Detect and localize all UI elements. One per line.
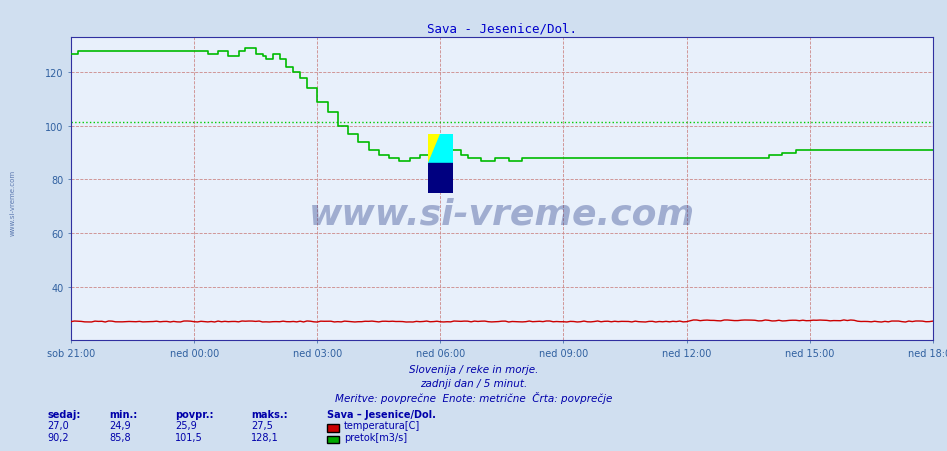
Text: 90,2: 90,2 bbox=[47, 432, 69, 442]
Text: 24,9: 24,9 bbox=[109, 420, 131, 430]
Polygon shape bbox=[428, 135, 453, 164]
Text: povpr.:: povpr.: bbox=[175, 409, 214, 419]
Text: www.si-vreme.com: www.si-vreme.com bbox=[309, 197, 695, 230]
Text: zadnji dan / 5 minut.: zadnji dan / 5 minut. bbox=[420, 378, 527, 388]
Text: Slovenija / reke in morje.: Slovenija / reke in morje. bbox=[409, 364, 538, 374]
Polygon shape bbox=[428, 135, 440, 164]
Text: temperatura[C]: temperatura[C] bbox=[344, 420, 420, 430]
Text: maks.:: maks.: bbox=[251, 409, 288, 419]
Text: sedaj:: sedaj: bbox=[47, 409, 80, 419]
Text: www.si-vreme.com: www.si-vreme.com bbox=[9, 170, 15, 236]
Text: 27,5: 27,5 bbox=[251, 420, 273, 430]
Text: 101,5: 101,5 bbox=[175, 432, 203, 442]
Text: min.:: min.: bbox=[109, 409, 137, 419]
Title: Sava - Jesenice/Dol.: Sava - Jesenice/Dol. bbox=[427, 23, 577, 36]
Text: Meritve: povprečne  Enote: metrične  Črta: povprečje: Meritve: povprečne Enote: metrične Črta:… bbox=[335, 391, 612, 403]
Text: 25,9: 25,9 bbox=[175, 420, 197, 430]
Polygon shape bbox=[428, 164, 453, 193]
Text: pretok[m3/s]: pretok[m3/s] bbox=[344, 432, 407, 442]
Text: 27,0: 27,0 bbox=[47, 420, 69, 430]
Text: Sava – Jesenice/Dol.: Sava – Jesenice/Dol. bbox=[327, 409, 436, 419]
Text: 128,1: 128,1 bbox=[251, 432, 278, 442]
Text: 85,8: 85,8 bbox=[109, 432, 131, 442]
